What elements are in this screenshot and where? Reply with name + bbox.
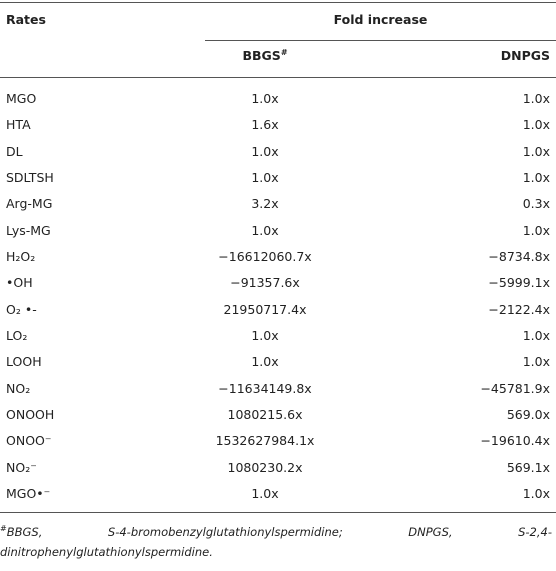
cell-value: 0.3x [522,196,550,212]
row-label: O₂ •- [6,301,37,317]
cell-value: 1.0x [251,327,279,343]
row-label: LO₂ [6,327,28,343]
row-label: Lys-MG [6,222,51,238]
row-label: LOOH [6,354,42,370]
top-rule [0,2,556,3]
cell-value: 1.0x [522,117,550,133]
cell-value: 1.0x [251,91,279,106]
cell-value: −91357.6x [230,275,300,291]
row-label: HTA [6,117,31,133]
cell-value: 1.0x [251,222,279,238]
header-rule [0,77,556,78]
cell-value: 1.0x [522,485,550,501]
cell-value: 1.0x [251,169,279,185]
cell-value: 1.0x [522,169,550,185]
row-label: ONOOH [6,406,55,422]
cell-value: −19610.4x [480,433,550,449]
bottom-rule [0,512,556,513]
footnote-mark: # [0,524,7,534]
column-header-text: BBGS [242,48,281,63]
cell-value: 1.0x [522,222,550,238]
column-header-sup: # [280,47,288,57]
cell-value: −5999.1x [488,275,550,291]
column-header: DNPGS [501,48,550,64]
row-label: SDLTSH [6,169,54,185]
column-header-text: DNPGS [500,48,550,63]
cell-value: 1.0x [522,91,550,106]
cell-value: 569.1x [506,459,550,475]
row-label: Arg-MG [6,196,53,212]
cell-value: 1.0x [522,327,550,343]
row-label: H₂O₂ [6,248,36,264]
cell-value: 1.0x [522,354,550,370]
cell-value: −8734.8x [488,248,550,264]
cell-value: 569.0x [506,406,550,422]
cell-value: 1532627984.1x [215,433,315,449]
cell-value: 1.0x [251,485,279,501]
cell-value: −11634149.8x [218,380,312,396]
group-header: Fold increase [333,12,428,27]
cell-value: 1.0x [522,143,550,159]
cell-value: 1080230.2x [227,459,303,475]
row-label: NO₂⁻ [6,459,37,475]
row-label: MGO [6,91,37,106]
row-label: •OH [6,275,33,291]
cell-value: 1080215.6x [227,406,303,422]
group-rule [205,40,556,41]
rates-header: Rates [6,12,46,27]
cell-value: 1.0x [251,354,279,370]
cell-value: 3.2x [251,196,279,212]
cell-value: −16612060.7x [218,248,312,264]
row-label: DL [6,143,23,159]
row-label: MGO•⁻ [6,485,51,501]
footnote: #BBGS, S-4-bromobenzylglutathionylspermi… [0,522,552,562]
cell-value: 1.6x [251,117,279,133]
cell-value: −2122.4x [488,301,550,317]
footnote-text: BBGS, S-4-bromobenzylglutathionylspermid… [0,525,552,559]
column-header: BBGS# [165,48,365,64]
row-label: NO₂ [6,380,31,396]
cell-value: −45781.9x [480,380,550,396]
cell-value: 21950717.4x [223,301,307,317]
row-label: ONOO⁻ [6,433,52,449]
cell-value: 1.0x [251,143,279,159]
